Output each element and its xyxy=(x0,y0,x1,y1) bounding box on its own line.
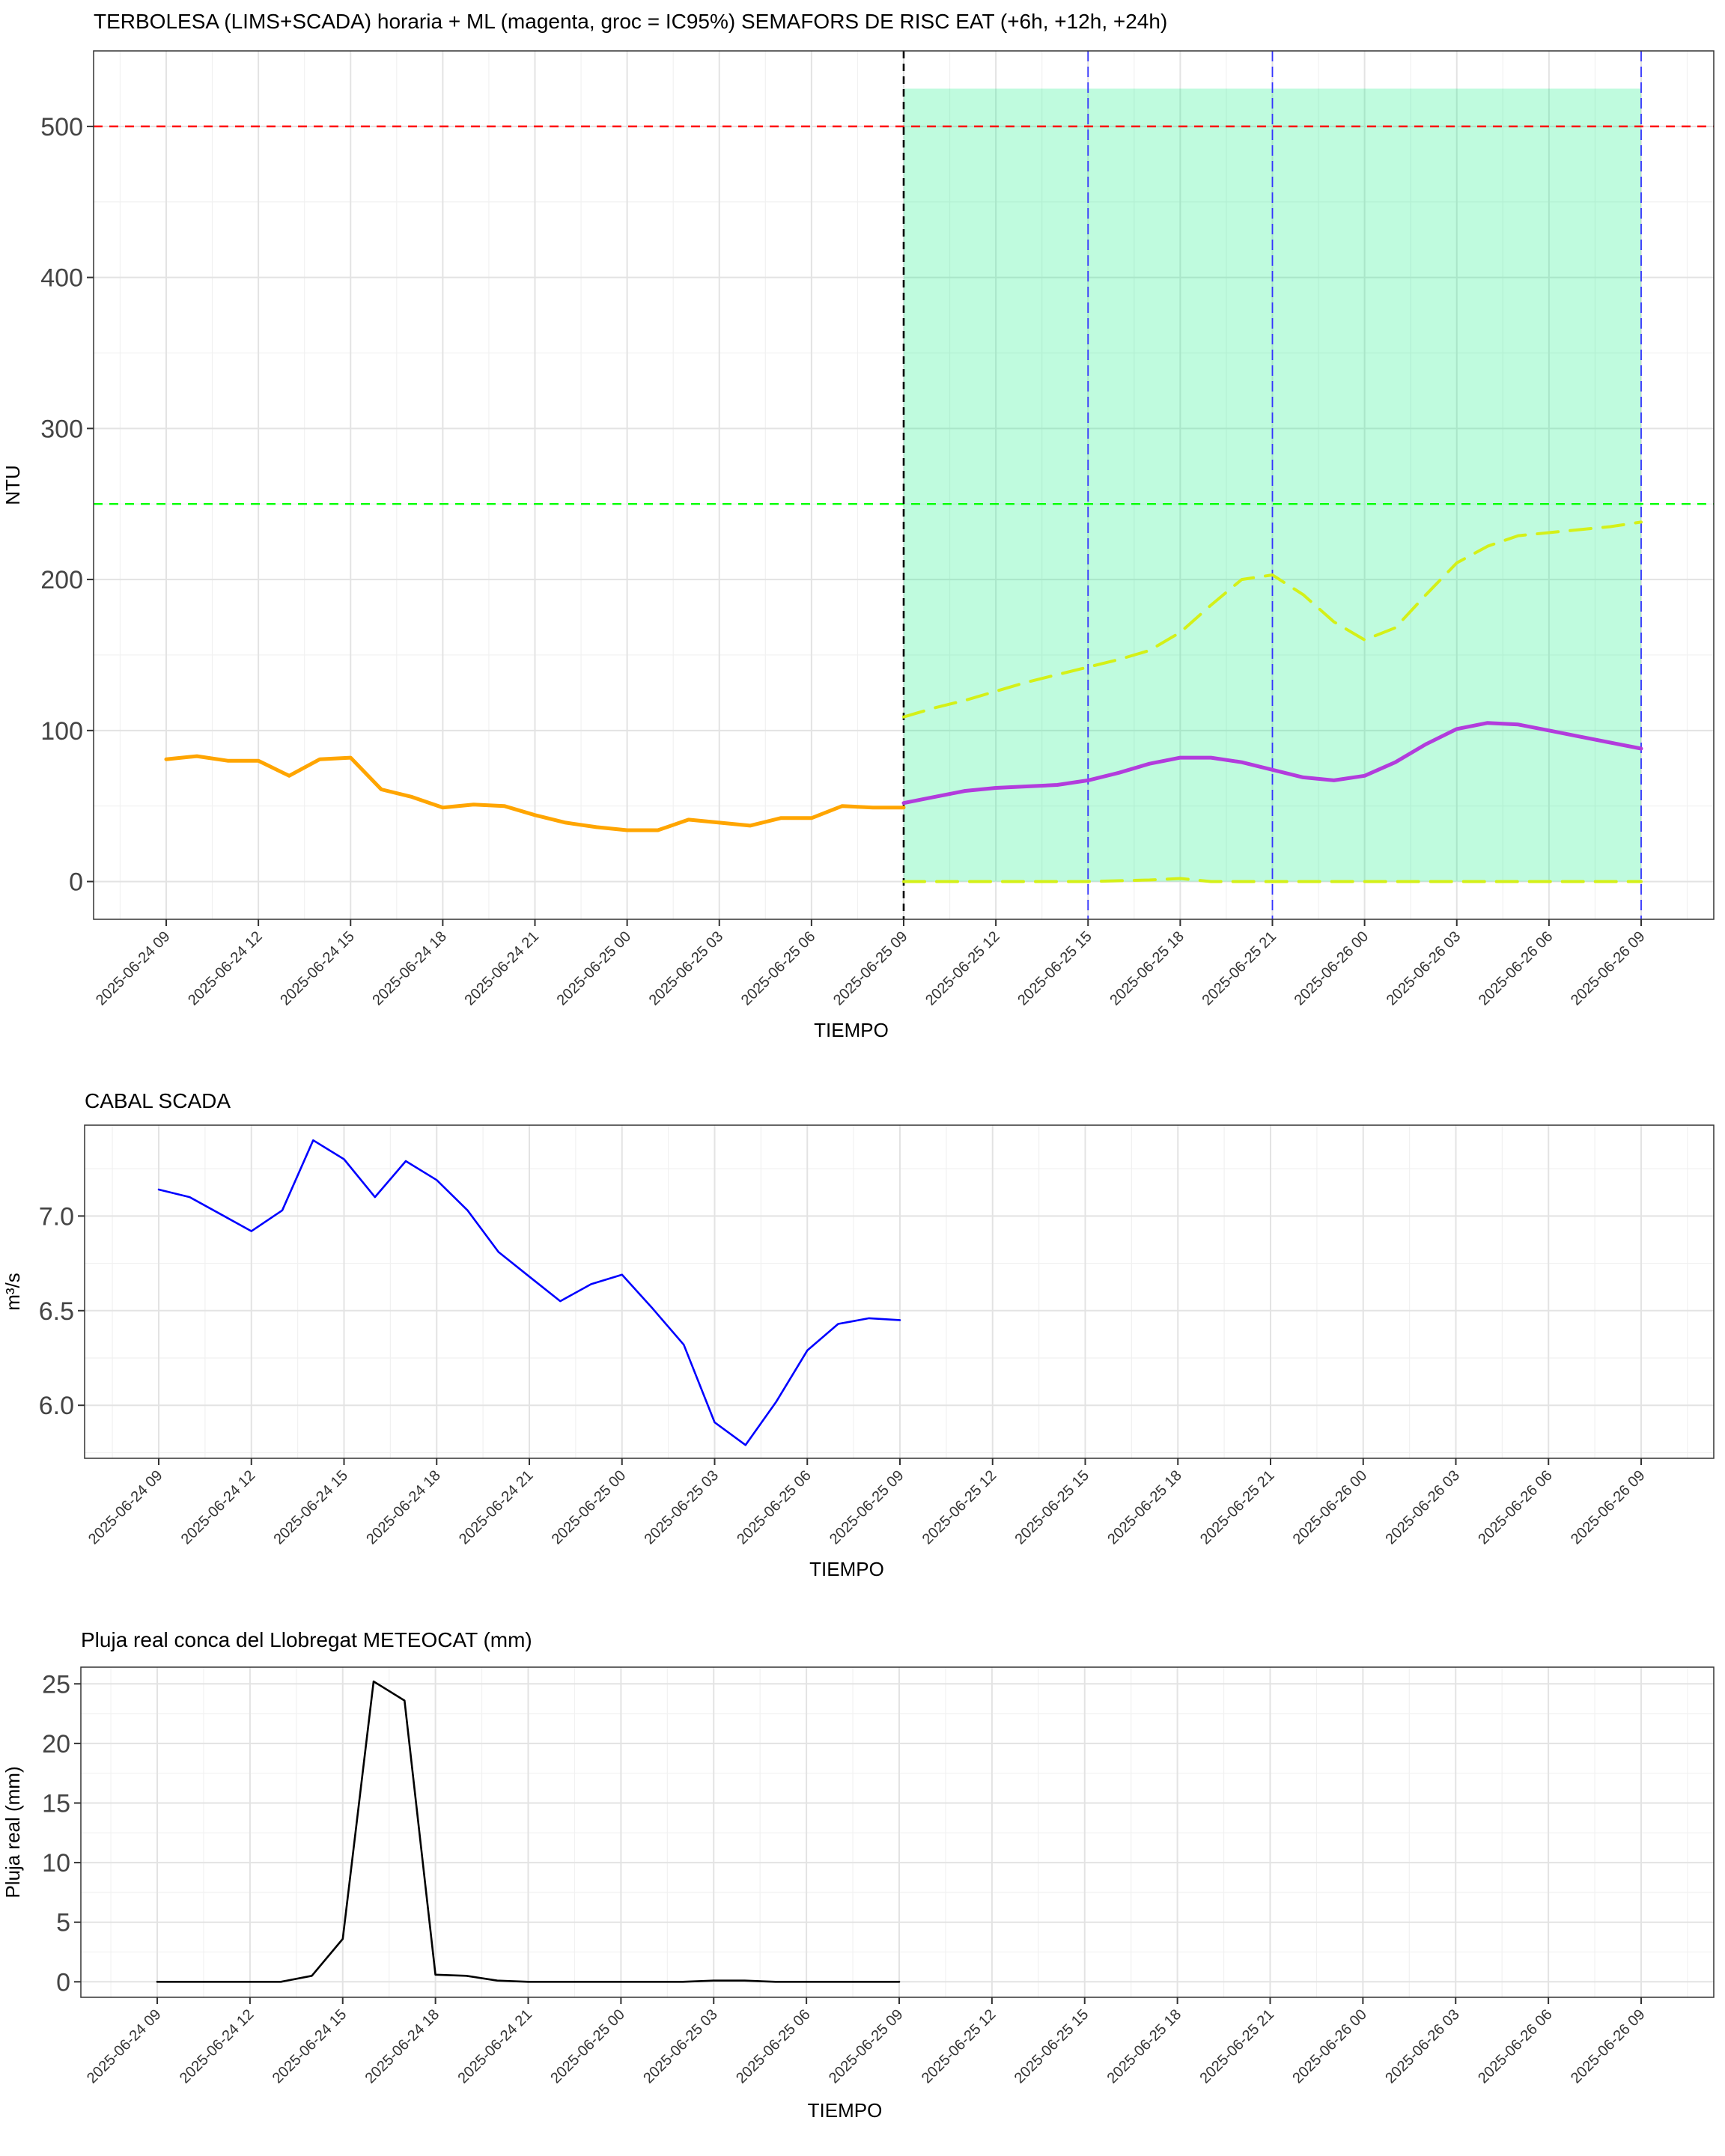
x-axis-label: TIEMPO xyxy=(814,1019,889,1041)
x-tick-label: 2025-06-26 09 xyxy=(1568,928,1649,1009)
y-tick-label: 20 xyxy=(42,1730,70,1758)
x-tick-label: 2025-06-24 09 xyxy=(84,2006,165,2087)
x-tick-label: 2025-06-26 03 xyxy=(1382,1467,1463,1548)
x-tick-label: 2025-06-26 00 xyxy=(1289,2006,1370,2087)
x-tick-label: 2025-06-26 06 xyxy=(1475,2006,1556,2087)
x-tick-label: 2025-06-25 00 xyxy=(554,928,635,1009)
x-tick-label: 2025-06-25 09 xyxy=(826,2006,907,2087)
x-tick-label: 2025-06-25 06 xyxy=(734,1467,815,1548)
y-tick-label: 6.5 xyxy=(39,1297,74,1326)
y-tick-label: 7.0 xyxy=(39,1202,74,1231)
y-tick-label: 10 xyxy=(42,1849,70,1878)
x-tick-label: 2025-06-24 12 xyxy=(177,2006,258,2087)
y-axis-label: Pluja real (mm) xyxy=(1,1766,24,1898)
x-tick-label: 2025-06-24 09 xyxy=(85,1467,166,1548)
x-tick-label: 2025-06-26 00 xyxy=(1292,928,1372,1009)
y-tick-label: 0 xyxy=(56,1968,70,1997)
x-tick-label: 2025-06-24 18 xyxy=(363,1467,444,1548)
x-tick-label: 2025-06-25 12 xyxy=(919,2006,1000,2087)
x-tick-label: 2025-06-25 21 xyxy=(1197,1467,1278,1548)
series-ci95_upper xyxy=(902,520,1643,719)
x-tick-label: 2025-06-26 03 xyxy=(1384,928,1464,1009)
x-axis-label: TIEMPO xyxy=(808,2099,883,2122)
x-tick-label: 2025-06-26 03 xyxy=(1382,2006,1463,2087)
x-tick-label: 2025-06-25 00 xyxy=(549,1467,630,1548)
y-tick-label: 100 xyxy=(40,717,83,746)
x-axis-label: TIEMPO xyxy=(809,1558,884,1580)
x-tick-label: 2025-06-24 15 xyxy=(270,2006,350,2087)
x-tick-label: 2025-06-25 09 xyxy=(827,1467,907,1548)
x-tick-label: 2025-06-25 09 xyxy=(830,928,911,1009)
x-tick-label: 2025-06-25 12 xyxy=(922,928,1003,1009)
x-tick-label: 2025-06-25 03 xyxy=(646,928,727,1009)
series-ci95_lower xyxy=(902,877,1643,883)
y-axis-label: m³/s xyxy=(1,1273,24,1311)
series-observed xyxy=(164,754,906,832)
x-tick-label: 2025-06-25 21 xyxy=(1199,928,1280,1009)
x-tick-label: 2025-06-24 12 xyxy=(178,1467,259,1548)
x-tick-label: 2025-06-25 06 xyxy=(738,928,819,1009)
x-tick-label: 2025-06-24 21 xyxy=(461,928,542,1009)
x-tick-label: 2025-06-24 09 xyxy=(93,928,174,1009)
x-tick-label: 2025-06-24 21 xyxy=(454,2006,535,2087)
series-flow xyxy=(157,1139,901,1446)
series-ml_prediction xyxy=(901,721,1643,806)
y-tick-label: 300 xyxy=(40,415,83,443)
y-tick-label: 6.0 xyxy=(39,1392,74,1420)
x-tick-label: 2025-06-26 06 xyxy=(1475,1467,1556,1548)
panel-border xyxy=(80,1666,1715,1998)
x-tick-label: 2025-06-25 12 xyxy=(919,1467,1000,1548)
y-tick-label: 5 xyxy=(56,1909,70,1937)
y-tick-label: 25 xyxy=(42,1670,70,1699)
y-axis-label: NTU xyxy=(1,465,24,505)
x-tick-label: 2025-06-25 15 xyxy=(1014,928,1095,1009)
x-tick-label: 2025-06-25 03 xyxy=(640,2006,721,2087)
chart-title: TERBOLESA (LIMS+SCADA) horaria + ML (mag… xyxy=(94,10,1167,33)
x-tick-label: 2025-06-25 00 xyxy=(547,2006,628,2087)
x-tick-label: 2025-06-25 18 xyxy=(1104,1467,1185,1548)
y-tick-label: 15 xyxy=(42,1789,70,1818)
y-tick-label: 500 xyxy=(40,113,83,141)
y-tick-label: 200 xyxy=(40,566,83,594)
x-tick-label: 2025-06-25 18 xyxy=(1104,2006,1185,2087)
x-tick-label: 2025-06-26 06 xyxy=(1476,928,1557,1009)
x-tick-label: 2025-06-24 15 xyxy=(270,1467,351,1548)
chart-title: CABAL SCADA xyxy=(85,1089,231,1112)
plot-area xyxy=(81,1667,1714,1997)
x-tick-label: 2025-06-26 00 xyxy=(1290,1467,1371,1548)
x-tick-label: 2025-06-25 21 xyxy=(1196,2006,1277,2087)
chart-title: Pluja real conca del Llobregat METEOCAT … xyxy=(81,1628,532,1651)
x-tick-label: 2025-06-26 09 xyxy=(1568,1467,1649,1548)
x-tick-label: 2025-06-25 06 xyxy=(733,2006,814,2087)
x-tick-label: 2025-06-25 03 xyxy=(641,1467,722,1548)
y-tick-label: 0 xyxy=(69,868,83,897)
x-tick-label: 2025-06-24 12 xyxy=(185,928,266,1009)
x-tick-label: 2025-06-25 15 xyxy=(1011,1467,1092,1548)
series-rain xyxy=(156,1680,901,1983)
y-tick-label: 400 xyxy=(40,264,83,293)
x-tick-label: 2025-06-26 09 xyxy=(1568,2006,1649,2087)
x-tick-label: 2025-06-25 18 xyxy=(1107,928,1187,1009)
x-tick-label: 2025-06-25 15 xyxy=(1011,2006,1092,2087)
x-tick-label: 2025-06-24 21 xyxy=(456,1467,537,1548)
x-tick-label: 2025-06-24 15 xyxy=(277,928,358,1009)
x-tick-label: 2025-06-24 18 xyxy=(369,928,450,1009)
x-tick-label: 2025-06-24 18 xyxy=(362,2006,443,2087)
